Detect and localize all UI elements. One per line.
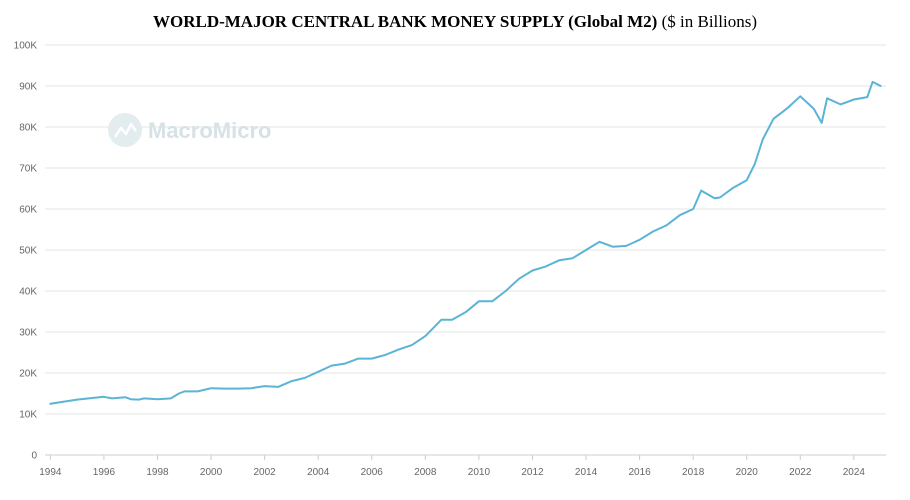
x-tick-label: 1998 [146,467,169,478]
x-tick-label: 2016 [628,467,651,478]
x-tick-label: 2014 [575,467,598,478]
y-tick-label: 90K [19,82,37,93]
x-tick-label: 2012 [521,467,544,478]
x-tick-label: 2000 [200,467,223,478]
chart-title-main: WORLD-MAJOR CENTRAL BANK MONEY SUPPLY (G… [152,12,658,31]
watermark: MacroMicro [108,113,271,147]
macromicro-logo-icon [108,113,142,147]
y-tick-label: 60K [19,205,37,216]
series-group [49,80,882,405]
x-tick-label: 2024 [843,467,866,478]
chart-title: WORLD-MAJOR CENTRAL BANK MONEY SUPPLY (G… [0,12,910,32]
x-tick-label: 1994 [39,467,62,478]
y-tick-label: 70K [19,164,37,175]
y-tick-label: 50K [19,246,37,257]
x-tick-label: 2004 [307,467,330,478]
watermark-text: MacroMicro [148,118,271,143]
y-axis: 0 10K 20K 30K 40K 50K 60K 70K 80K 90K 100K [14,41,38,462]
y-tick-label: 20K [19,369,37,380]
y-tick-label: 10K [19,410,37,421]
x-tick-label: 2008 [414,467,437,478]
chart-title-units: ($ in Billions) [661,12,757,31]
x-tick-label: 2002 [253,467,276,478]
x-tick-label: 2006 [361,467,384,478]
y-tick-label: 30K [19,328,37,339]
x-tick-label: 2018 [682,467,705,478]
y-tick-label: 80K [19,123,37,134]
y-tick-label: 100K [14,41,38,52]
x-tick-label: 2010 [468,467,491,478]
y-tick-label: 0 [31,451,37,462]
y-tick-label: 40K [19,287,37,298]
x-axis: 1994 1996 1998 2000 2002 2004 2006 2008 2010 2012… [39,454,886,478]
x-tick-label: 1996 [93,467,116,478]
series-line-0 [49,80,882,405]
x-tick-label: 2022 [789,467,812,478]
gridlines [45,44,886,456]
x-tick-label: 2020 [736,467,759,478]
